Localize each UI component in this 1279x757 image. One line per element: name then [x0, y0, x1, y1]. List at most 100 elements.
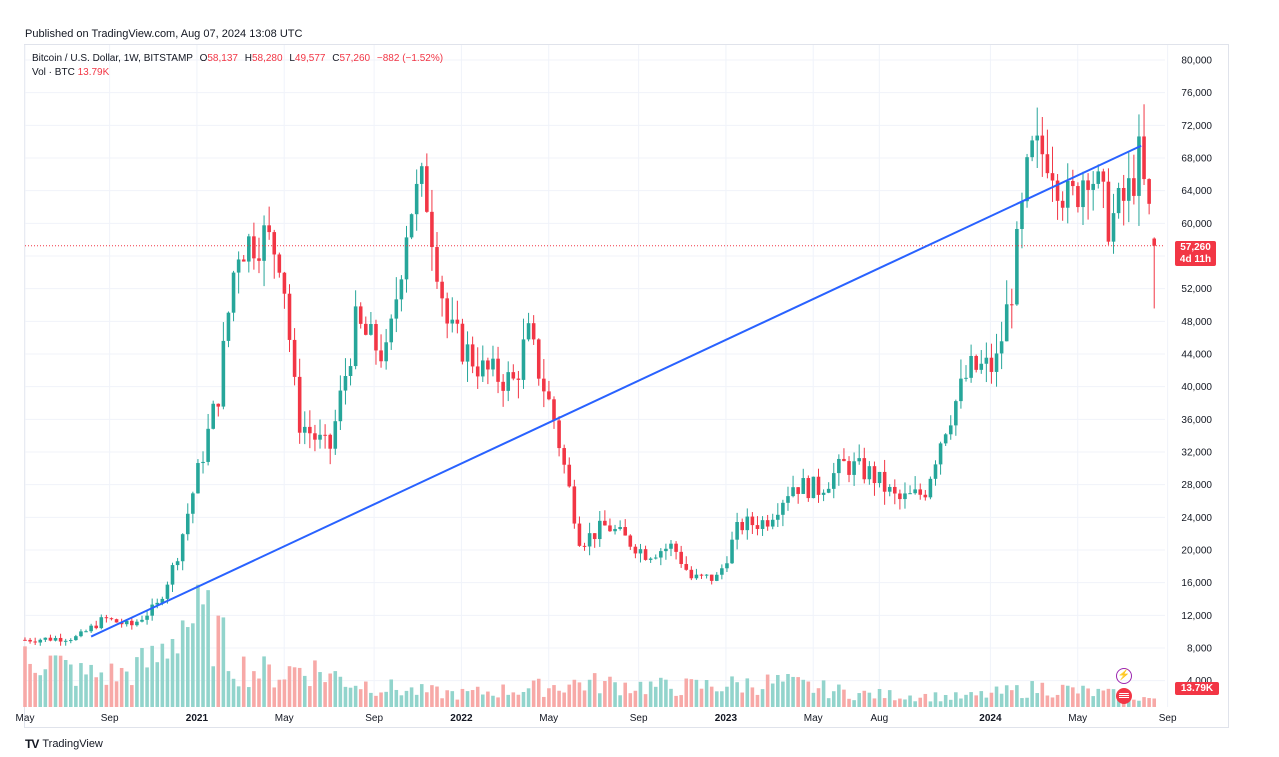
volume-bar [241, 656, 246, 707]
candle-body [1071, 180, 1075, 187]
time-tick-label: May [16, 713, 35, 724]
candle-body [806, 478, 811, 499]
volume-bar [781, 681, 785, 707]
volume-bar [272, 687, 277, 707]
volume-bar [694, 679, 699, 707]
candle-body [791, 487, 795, 497]
price-tick-label: 24,000 [1181, 513, 1212, 524]
volume-bar [267, 664, 271, 707]
candle-body [964, 377, 968, 379]
volume-bar [704, 680, 709, 707]
volume-bar [603, 681, 607, 707]
volume-bar [964, 694, 968, 707]
candle-body [974, 355, 978, 370]
volume-bar [597, 693, 602, 707]
candle-body [857, 458, 861, 462]
candle-body [1060, 200, 1065, 208]
candle-body [633, 546, 638, 554]
candle-body [435, 247, 439, 282]
volume-bar [150, 645, 154, 707]
volume-bar [592, 673, 597, 707]
volume-bar [618, 695, 622, 707]
volume-bar [333, 671, 338, 707]
candle-body [1015, 228, 1019, 305]
candle-body [79, 631, 83, 637]
volume-bar [1045, 695, 1050, 707]
candle-body [333, 421, 338, 449]
volume-bar [201, 604, 205, 707]
volume-bar [1040, 682, 1045, 707]
volume-bar [109, 663, 114, 707]
volume-bar [425, 692, 429, 707]
volume-bar [277, 679, 282, 707]
volume-bar [145, 667, 149, 707]
volume-bar [63, 660, 68, 707]
volume-bar [180, 620, 185, 707]
volume-bar [79, 663, 83, 707]
price-tick-label: 28,000 [1181, 480, 1212, 491]
candle-body [28, 639, 32, 642]
symbol-name[interactable]: Bitcoin / U.S. Dollar, 1W, BITSTAMP [32, 53, 193, 64]
candle-body [699, 574, 704, 576]
volume-label[interactable]: Vol · BTC [32, 67, 75, 78]
candle-body [725, 563, 729, 569]
candle-body [913, 489, 917, 494]
candle-body [460, 323, 465, 362]
candle-body [893, 486, 897, 494]
volume-bar [318, 672, 322, 707]
volume-bar [419, 684, 424, 707]
brand-name: TradingView [42, 738, 103, 750]
volume-bar [1065, 685, 1070, 707]
lightning-icon[interactable]: ⚡ [1116, 668, 1132, 684]
volume-bar [450, 691, 455, 707]
volume-bar [1101, 690, 1106, 707]
price-tick-label: 8,000 [1187, 644, 1212, 655]
volume-bar [252, 671, 256, 707]
volume-bar [323, 682, 327, 707]
candle-body [155, 602, 160, 605]
candle-body [577, 523, 582, 546]
volume-bar [338, 676, 343, 707]
volume-bar [653, 686, 658, 707]
volume-bar [1071, 687, 1075, 707]
volume-bar [114, 681, 119, 707]
footer-brand[interactable]: TV TradingView [25, 737, 103, 751]
candle-body [837, 458, 841, 474]
candle-body [369, 324, 373, 335]
volume-bar [521, 692, 526, 707]
volume-bar [23, 646, 27, 707]
volume-bar [877, 688, 882, 707]
volume-bar [89, 664, 93, 707]
candle-body [58, 637, 63, 642]
volume-bar [882, 698, 887, 707]
volume-bar [562, 692, 566, 707]
candle-body [63, 640, 68, 642]
volume-bar [221, 617, 226, 707]
candle-body [1020, 201, 1024, 229]
volume-bar [928, 701, 933, 707]
us-flag-icon[interactable] [1116, 688, 1132, 704]
volume-bar [623, 682, 628, 707]
candle-body [481, 360, 485, 377]
volume-bar [1142, 697, 1146, 707]
candle-body [211, 403, 215, 429]
volume-bar [445, 690, 449, 707]
candle-body [999, 341, 1004, 354]
candle-body [455, 319, 460, 324]
candle-body [572, 486, 577, 524]
volume-bar [440, 698, 444, 707]
volume-bar [1020, 698, 1024, 707]
candle-body [552, 399, 556, 421]
volume-bar [460, 688, 465, 707]
candle-body [516, 378, 521, 380]
candle-body [821, 492, 826, 495]
candle-body [74, 636, 78, 641]
volume-bar [893, 700, 897, 707]
candle-body [257, 258, 261, 261]
candle-body [887, 486, 892, 492]
volume-bar [669, 688, 673, 707]
candle-body [506, 372, 511, 391]
candle-body [613, 528, 617, 532]
candle-body [185, 513, 190, 535]
